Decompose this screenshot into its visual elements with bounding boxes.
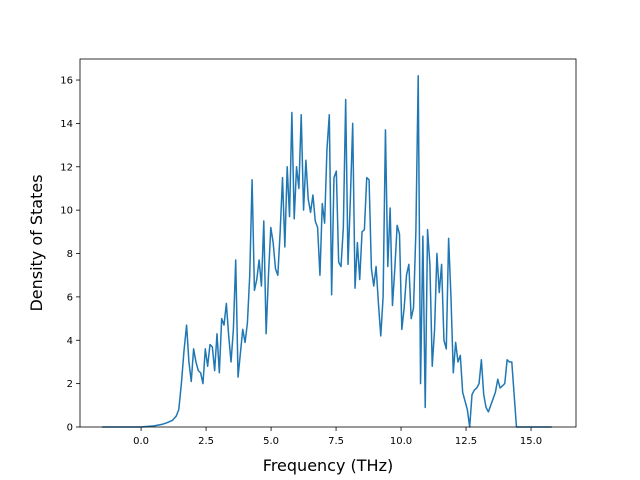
y-tick-label: 14: [60, 119, 73, 130]
y-tick-label: 2: [67, 379, 73, 390]
y-tick-label: 0: [67, 423, 73, 434]
y-tick-label: 6: [67, 292, 73, 303]
x-tick-label: 0.0: [133, 436, 149, 447]
x-axis-label: Frequency (THz): [263, 456, 393, 475]
y-tick-label: 12: [60, 162, 73, 173]
x-tick-label: 10.0: [390, 436, 412, 447]
x-tick-label: 15.0: [520, 436, 542, 447]
x-tick-label: 7.5: [328, 436, 344, 447]
y-tick-label: 16: [60, 76, 73, 87]
x-tick-label: 2.5: [198, 436, 214, 447]
x-tick-label: 5.0: [263, 436, 279, 447]
x-tick-label: 12.5: [455, 436, 477, 447]
line-series: [102, 74, 552, 428]
y-tick-label: 8: [67, 249, 73, 260]
y-tick-label: 10: [60, 206, 73, 217]
y-tick-label: 4: [67, 336, 73, 347]
plot-frame: [79, 58, 577, 428]
y-axis-label: Density of States: [27, 174, 46, 311]
